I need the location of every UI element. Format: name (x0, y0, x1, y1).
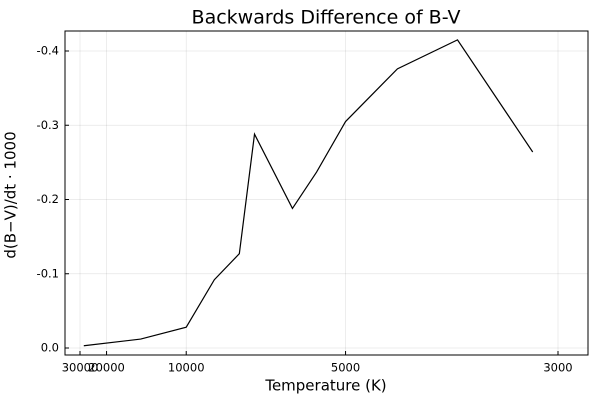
x-axis-label: Temperature (K) (264, 377, 386, 395)
y-tick-label: -0.1 (37, 266, 59, 280)
y-tick-label: -0.2 (37, 192, 59, 206)
y-tick-label: 0.0 (41, 341, 59, 355)
x-tick-label: 3000 (543, 361, 572, 375)
chart-title: Backwards Difference of B-V (192, 7, 461, 29)
x-tick-label: 10000 (168, 361, 205, 375)
plot-frame (64, 30, 589, 356)
x-tick-label: 5000 (331, 361, 360, 375)
y-axis-label: d(B−V)/dt · 1000 (2, 131, 20, 258)
grid (65, 31, 588, 355)
y-tick-label: -0.4 (37, 44, 59, 58)
y-tick-label: -0.3 (37, 118, 59, 132)
series-line (83, 39, 534, 347)
x-tick-label: 20000 (88, 361, 125, 375)
series-layer (83, 39, 534, 347)
x-tick-label: 30000 (62, 361, 99, 375)
